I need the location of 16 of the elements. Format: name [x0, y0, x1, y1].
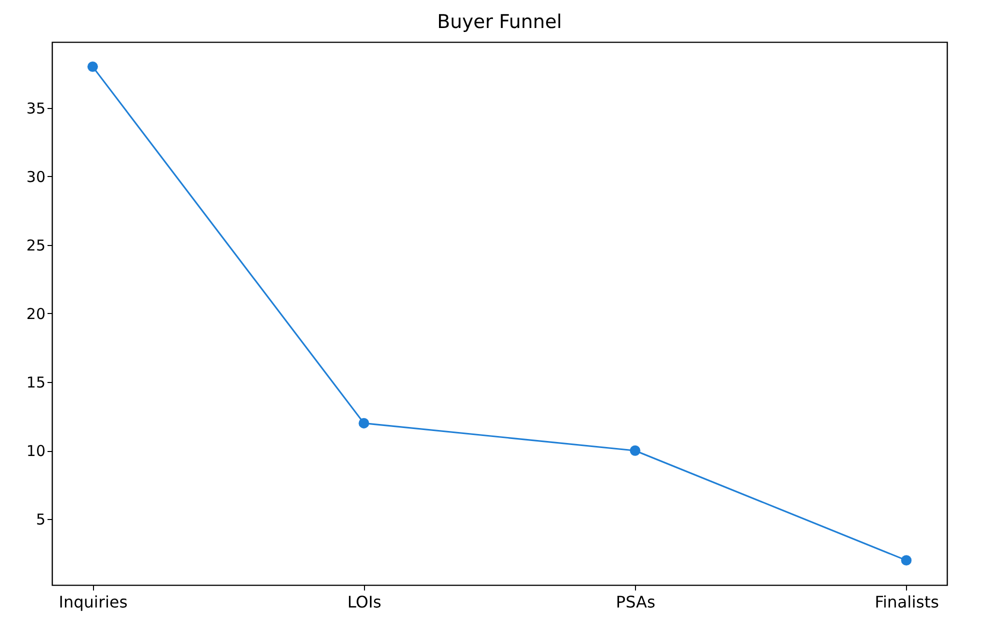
x-tick-label: PSAs: [616, 592, 656, 612]
y-tick-label: 20: [26, 305, 46, 323]
x-tick-label: Inquiries: [58, 592, 128, 612]
point: [87, 61, 98, 72]
point: [630, 445, 640, 456]
y-tick-label: 15: [26, 374, 46, 392]
chart-title: Buyer Funnel: [437, 11, 562, 33]
y-tick-label: 5: [36, 510, 46, 529]
y-tick-label: 35: [26, 99, 46, 118]
x-tick-label: Finalists: [874, 592, 939, 612]
x-tick-label: LOIs: [347, 592, 382, 612]
point: [358, 418, 370, 428]
y-tick-label: 10: [26, 442, 46, 460]
y-tick-label: 30: [26, 168, 46, 186]
y-tick-label: 25: [26, 236, 46, 254]
point: [901, 555, 912, 566]
